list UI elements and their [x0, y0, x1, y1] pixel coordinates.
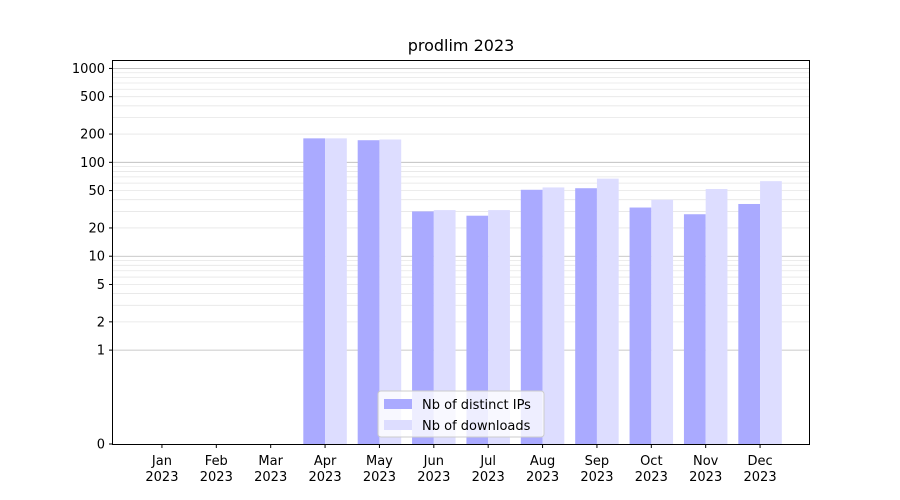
bar-downloads [542, 187, 565, 444]
y-tick-label: 20 [88, 221, 105, 236]
x-tick-label: Jun 2023 [417, 454, 450, 485]
y-tick-label: 500 [80, 90, 105, 105]
y-tick-label: 0 [97, 438, 105, 453]
y-tick-label: 1000 [72, 62, 105, 77]
x-tick-label: Aug 2023 [526, 454, 559, 485]
bar-distinct-ips [575, 188, 597, 444]
bar-distinct-ips [466, 215, 489, 444]
x-tick-label: Sep 2023 [580, 454, 613, 485]
x-tick-label: Jan 2023 [145, 454, 178, 485]
x-tick-label: Nov 2023 [689, 454, 722, 485]
bar-distinct-ips [683, 214, 706, 444]
y-axis: 0 1 2 5 10 20 50 100 200 500 1000 [72, 62, 113, 453]
plot-frame [112, 60, 810, 445]
bar-downloads [379, 139, 402, 444]
x-tick-label: May 2023 [363, 454, 396, 485]
grid-layer [113, 68, 809, 351]
bar-distinct-ips [412, 211, 434, 444]
legend-label: Nb of downloads [422, 419, 531, 434]
y-tick-label: 2 [97, 315, 105, 330]
x-tick-label: Mar 2023 [254, 454, 287, 485]
bar-downloads [705, 188, 728, 444]
bar-downloads [325, 138, 347, 444]
bar-downloads [488, 210, 510, 444]
legend-swatch [384, 420, 412, 430]
x-axis: Jan 2023 Feb 2023 Mar 2023 Apr 2023 May 2023 Jun 20… [145, 444, 777, 485]
bar-downloads [433, 210, 456, 444]
bar-downloads [760, 181, 782, 444]
bars-layer [303, 138, 782, 445]
x-tick-label: Oct 2023 [635, 454, 668, 485]
bar-distinct-ips [738, 203, 761, 444]
bar-distinct-ips [357, 140, 380, 444]
x-tick-label: Jul 2023 [472, 454, 505, 485]
y-tick-label: 50 [88, 184, 105, 199]
x-tick-label: Apr 2023 [309, 454, 342, 485]
y-tick-label: 1 [97, 344, 105, 359]
y-tick-label: 100 [80, 156, 105, 171]
bar-downloads [596, 178, 619, 445]
bar-downloads [651, 199, 674, 444]
y-tick-label: 5 [97, 278, 105, 293]
legend: Nb of distinct IPs Nb of downloads [377, 390, 545, 438]
y-tick-label: 10 [88, 250, 105, 265]
bar-distinct-ips [629, 207, 652, 444]
legend-box [377, 390, 545, 438]
bar-distinct-ips [520, 189, 543, 444]
legend-swatch [384, 399, 412, 409]
x-tick-label: Feb 2023 [200, 454, 233, 485]
y-tick-label: 200 [80, 128, 105, 143]
x-tick-label: Dec 2023 [744, 454, 777, 485]
chart-title: prodlim 2023 [408, 36, 515, 55]
legend-label: Nb of distinct IPs [422, 398, 531, 413]
bar-distinct-ips [303, 138, 326, 444]
